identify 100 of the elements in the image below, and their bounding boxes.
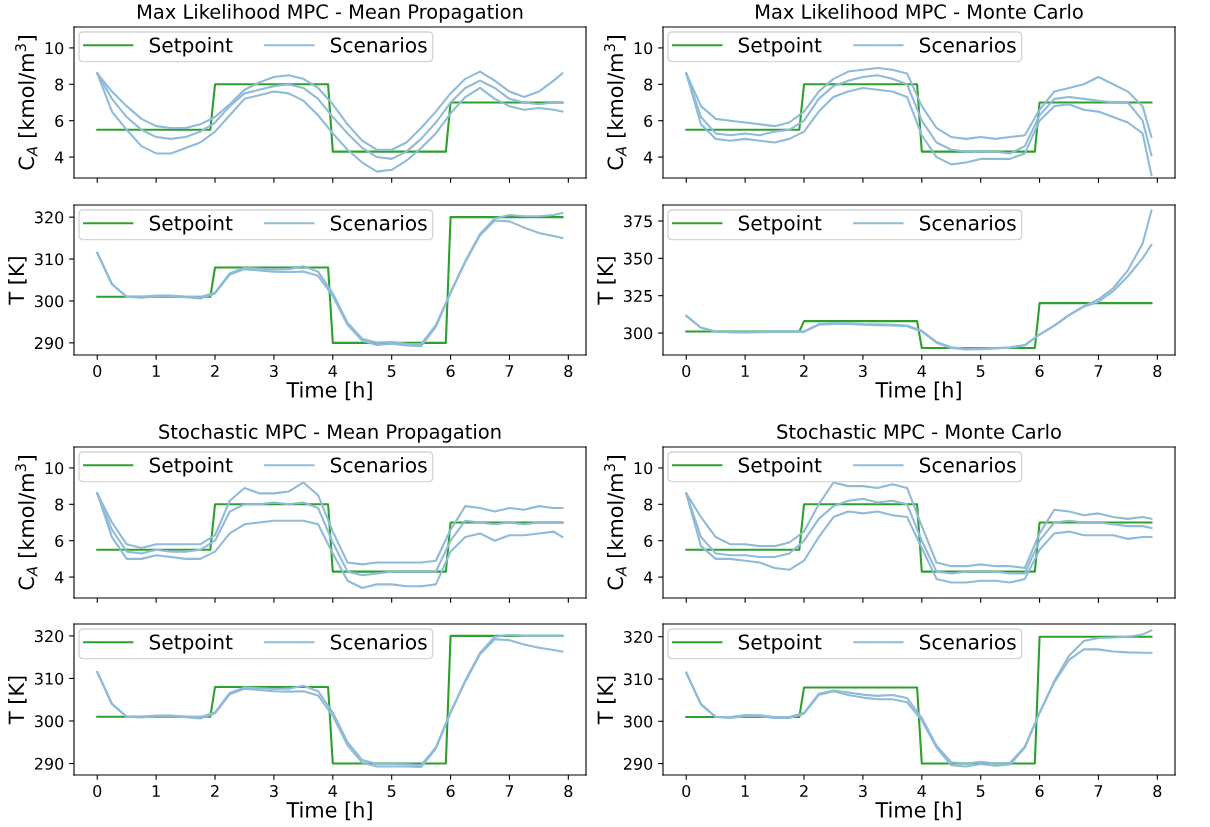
x-tick-label: 7 [505, 785, 514, 797]
y-tick-label: 320 [35, 211, 64, 224]
x-tick-label: 3 [859, 785, 867, 798]
x-axis-title: Time [h] [286, 801, 372, 821]
x-axis-title: Time [h] [875, 801, 961, 821]
y-axis-title: T [K] [597, 257, 616, 305]
x-tick-label: 6 [1035, 365, 1044, 378]
y-tick-label: 8 [55, 78, 64, 91]
legend-label: Scenarios [330, 37, 427, 53]
x-tick-label: 1 [741, 365, 749, 377]
x-tick-label: 0 [93, 785, 102, 798]
y-tick-label: 350 [624, 252, 653, 265]
y-tick-label: 375 [624, 215, 652, 228]
chart-title: Max Likelihood MPC - Monte Carlo [756, 3, 1083, 19]
y-tick-label: 6 [644, 114, 653, 127]
chart-title: Stochastic MPC - Monte Carlo [777, 423, 1061, 439]
legend-label: Scenarios [919, 457, 1016, 473]
x-tick-label: 2 [211, 785, 219, 797]
x-axis-title: Time [h] [875, 381, 961, 401]
legend-label: Scenarios [330, 634, 427, 650]
x-tick-label: 2 [800, 785, 808, 797]
x-tick-label: 5 [387, 365, 396, 378]
x-tick-label: 2 [800, 365, 808, 377]
legend-label: Setpoint [738, 457, 822, 477]
x-tick-label: 1 [152, 365, 160, 377]
x-tick-label: 6 [446, 365, 455, 378]
y-tick-label: 290 [623, 757, 653, 770]
x-tick-label: 8 [564, 365, 573, 378]
y-tick-label: 10 [45, 462, 64, 475]
y-tick-label: 310 [35, 672, 64, 685]
x-tick-label: 1 [152, 785, 160, 797]
y-axis-title: T [K] [8, 676, 27, 725]
x-tick-label: 3 [270, 785, 278, 798]
x-tick-label: 7 [505, 365, 514, 377]
x-tick-label: 5 [976, 365, 985, 378]
legend-label: Scenarios [919, 37, 1016, 53]
legend-label: Setpoint [149, 37, 233, 57]
x-tick-label: 1 [741, 785, 749, 797]
x-tick-label: 3 [270, 365, 278, 378]
y-tick-label: 8 [644, 498, 653, 511]
x-tick-label: 8 [564, 785, 573, 798]
y-tick-label: 10 [634, 42, 653, 55]
legend-label: Setpoint [149, 634, 233, 654]
y-tick-label: 6 [644, 534, 653, 547]
x-tick-label: 4 [328, 365, 337, 377]
y-tick-label: 290 [34, 337, 64, 350]
x-tick-label: 6 [446, 785, 455, 798]
legend-label: Setpoint [149, 215, 233, 235]
y-tick-label: 320 [624, 630, 653, 643]
legend-label: Setpoint [738, 37, 822, 57]
y-tick-label: 310 [35, 253, 64, 266]
y-axis-title: T [K] [597, 676, 616, 725]
y-axis-title: C$_{A}$ [kmol/m$^{3}$] [15, 36, 38, 170]
y-tick-label: 325 [624, 289, 652, 302]
legend-label: Scenarios [919, 215, 1016, 231]
legend-label: Scenarios [919, 634, 1016, 650]
y-tick-label: 4 [54, 571, 64, 584]
y-axis-title: T [K] [8, 257, 27, 305]
y-tick-label: 4 [643, 151, 653, 164]
y-tick-label: 6 [55, 534, 64, 547]
x-tick-label: 4 [917, 365, 926, 377]
x-tick-label: 5 [387, 785, 396, 798]
x-tick-label: 7 [1094, 785, 1103, 797]
y-tick-label: 320 [35, 630, 64, 643]
x-tick-label: 4 [917, 785, 926, 797]
x-axis-title: Time [h] [286, 381, 372, 401]
x-tick-label: 2 [211, 365, 219, 377]
y-tick-label: 300 [624, 327, 653, 340]
x-tick-label: 4 [328, 785, 337, 797]
y-axis-title: C$_{A}$ [kmol/m$^{3}$] [604, 36, 627, 170]
x-tick-label: 0 [93, 365, 102, 378]
legend-label: Setpoint [149, 457, 233, 477]
legend-label: Setpoint [738, 634, 822, 654]
y-axis-title: C$_{A}$ [kmol/m$^{3}$] [15, 456, 38, 590]
legend-label: Scenarios [330, 215, 427, 231]
y-tick-label: 10 [45, 42, 64, 55]
y-tick-label: 310 [624, 673, 653, 686]
y-tick-label: 4 [54, 151, 64, 164]
y-tick-label: 300 [35, 715, 64, 728]
y-tick-label: 300 [624, 715, 653, 728]
y-tick-label: 8 [55, 498, 64, 511]
y-tick-label: 10 [634, 462, 653, 475]
x-tick-label: 0 [682, 785, 691, 798]
y-tick-label: 4 [643, 571, 653, 584]
y-tick-label: 8 [644, 78, 653, 91]
legend-label: Setpoint [738, 215, 822, 235]
y-tick-label: 6 [55, 114, 64, 127]
x-tick-label: 8 [1153, 365, 1162, 378]
x-tick-label: 8 [1153, 785, 1162, 798]
chart-title: Max Likelihood MPC - Mean Propagation [138, 3, 523, 23]
y-axis-title: C$_{A}$ [kmol/m$^{3}$] [604, 456, 627, 590]
x-tick-label: 3 [859, 365, 867, 378]
y-tick-label: 300 [35, 295, 64, 308]
x-tick-label: 0 [682, 365, 691, 378]
x-tick-label: 6 [1035, 785, 1044, 798]
y-tick-label: 290 [34, 757, 64, 770]
chart-title: Stochastic MPC - Mean Propagation [159, 423, 501, 443]
x-tick-label: 7 [1094, 365, 1103, 377]
x-tick-label: 5 [976, 785, 985, 798]
legend-label: Scenarios [330, 457, 427, 473]
